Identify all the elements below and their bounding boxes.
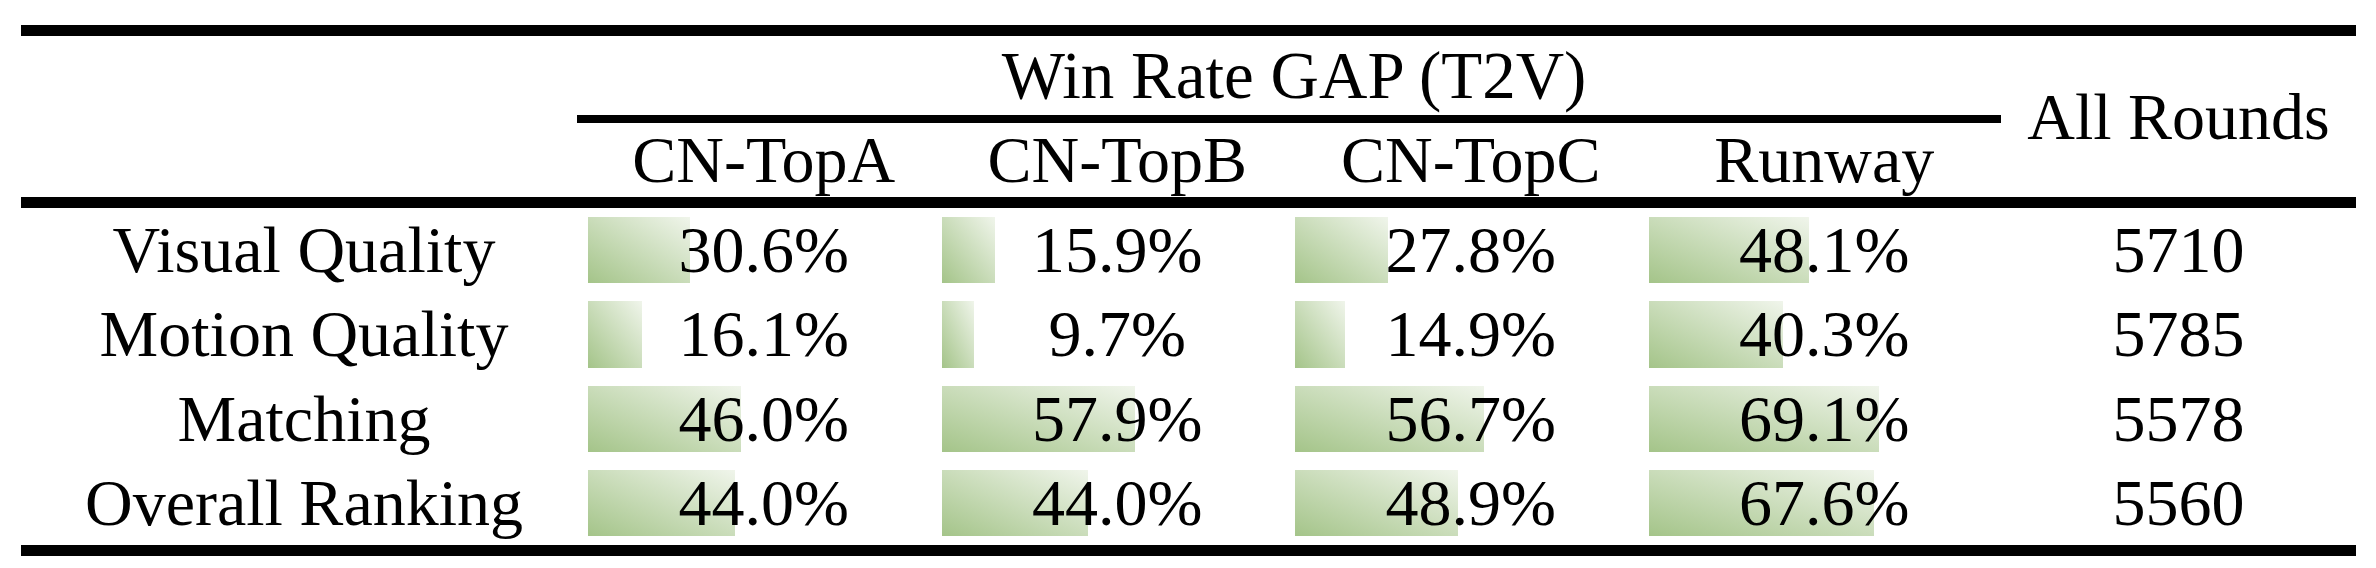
value-label: 14.9% bbox=[1386, 296, 1556, 372]
bar-cell: 44.0% bbox=[941, 461, 1295, 545]
table-top-rule bbox=[21, 25, 2356, 36]
bar-fill bbox=[942, 301, 974, 367]
value-label: 16.1% bbox=[679, 296, 849, 372]
bar-cell: 69.1% bbox=[1648, 377, 2002, 461]
value-label: 48.1% bbox=[1739, 212, 1909, 288]
bar-cell: 56.7% bbox=[1294, 377, 1648, 461]
value-label: 46.0% bbox=[679, 381, 849, 457]
column-header-cn-topa: CN-TopA bbox=[587, 123, 941, 197]
all-rounds-value: 5578 bbox=[2001, 377, 2356, 461]
value-label: 27.8% bbox=[1386, 212, 1556, 288]
bar-cell: 9.7% bbox=[941, 292, 1295, 376]
bar-cell: 16.1% bbox=[587, 292, 941, 376]
bar-fill bbox=[588, 217, 690, 283]
table-row: Visual Quality 30.6% 15.9% 27.8% 48.1% 5… bbox=[21, 208, 2356, 292]
column-headers: CN-TopA CN-TopB CN-TopC Runway bbox=[587, 123, 2001, 197]
bar-cell: 46.0% bbox=[587, 377, 941, 461]
value-label: 44.0% bbox=[1032, 465, 1202, 541]
all-rounds-value: 5785 bbox=[2001, 292, 2356, 376]
all-rounds-value: 5710 bbox=[2001, 208, 2356, 292]
bar-cell: 48.9% bbox=[1294, 461, 1648, 545]
row-label: Overall Ranking bbox=[21, 461, 587, 545]
table-row: Overall Ranking 44.0% 44.0% 48.9% 67.6% … bbox=[21, 461, 2356, 545]
results-table: Win Rate GAP (T2V) CN-TopA CN-TopB CN-To… bbox=[0, 0, 2376, 568]
bar-fill bbox=[942, 217, 995, 283]
column-header-cn-topb: CN-TopB bbox=[941, 123, 1295, 197]
bar-fill bbox=[588, 301, 642, 367]
value-label: 56.7% bbox=[1386, 381, 1556, 457]
row-label: Visual Quality bbox=[21, 208, 587, 292]
table-row: Motion Quality 16.1% 9.7% 14.9% 40.3% 57… bbox=[21, 292, 2356, 376]
table-header: Win Rate GAP (T2V) CN-TopA CN-TopB CN-To… bbox=[21, 36, 2356, 197]
all-rounds-value: 5560 bbox=[2001, 461, 2356, 545]
header-body-divider-rule bbox=[21, 197, 2356, 208]
value-label: 15.9% bbox=[1032, 212, 1202, 288]
value-label: 9.7% bbox=[1049, 296, 1186, 372]
table-body: Visual Quality 30.6% 15.9% 27.8% 48.1% 5… bbox=[21, 208, 2356, 545]
bar-cell: 44.0% bbox=[587, 461, 941, 545]
bar-cell: 14.9% bbox=[1294, 292, 1648, 376]
bar-cell: 30.6% bbox=[587, 208, 941, 292]
row-label: Motion Quality bbox=[21, 292, 587, 376]
spanning-header-title: Win Rate GAP (T2V) bbox=[587, 36, 2001, 115]
bar-cell: 67.6% bbox=[1648, 461, 2002, 545]
value-label: 44.0% bbox=[679, 465, 849, 541]
column-header-cn-topc: CN-TopC bbox=[1294, 123, 1648, 197]
value-label: 30.6% bbox=[679, 212, 849, 288]
bar-fill bbox=[1295, 217, 1388, 283]
bar-fill bbox=[1295, 301, 1345, 367]
table-bottom-rule bbox=[21, 545, 2356, 556]
value-label: 69.1% bbox=[1739, 381, 1909, 457]
column-header-runway: Runway bbox=[1648, 123, 2002, 197]
value-label: 67.6% bbox=[1739, 465, 1909, 541]
bar-cell: 15.9% bbox=[941, 208, 1295, 292]
bar-cell: 40.3% bbox=[1648, 292, 2002, 376]
bar-cell: 27.8% bbox=[1294, 208, 1648, 292]
table-row: Matching 46.0% 57.9% 56.7% 69.1% 5578 bbox=[21, 377, 2356, 461]
spanning-header-underline bbox=[577, 115, 2001, 123]
value-label: 57.9% bbox=[1032, 381, 1202, 457]
value-label: 48.9% bbox=[1386, 465, 1556, 541]
bar-cell: 48.1% bbox=[1648, 208, 2002, 292]
column-header-all-rounds: All Rounds bbox=[2001, 36, 2356, 197]
value-label: 40.3% bbox=[1739, 296, 1909, 372]
bar-cell: 57.9% bbox=[941, 377, 1295, 461]
row-label: Matching bbox=[21, 377, 587, 461]
